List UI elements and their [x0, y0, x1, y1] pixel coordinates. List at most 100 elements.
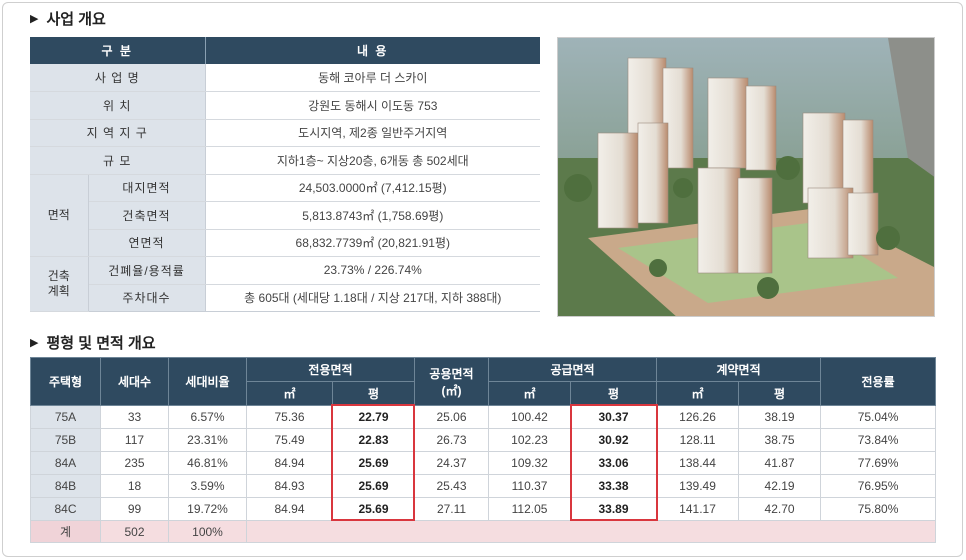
table-cell: 84B [30, 474, 101, 498]
header-common-line-2: (㎡) [441, 383, 462, 398]
header-exclusive-rate: 전용률 [820, 357, 937, 406]
table-cell: 30.37 [570, 405, 658, 429]
right-triangle-icon: ▶ [30, 13, 39, 25]
table-cell: 22.79 [331, 405, 416, 429]
header-units: 세대수 [100, 357, 169, 406]
table-cell: 22.83 [331, 428, 416, 452]
overview-header-content: 내 용 [205, 37, 541, 64]
table-cell: 109.32 [488, 451, 572, 475]
overview-label: 연면적 [88, 229, 206, 257]
table-cell: 75.36 [246, 405, 333, 429]
table-cell: 102.23 [488, 428, 572, 452]
table-cell: 141.17 [656, 497, 740, 521]
overview-value: 총 605대 (세대당 1.18대 / 지상 217대, 지하 388대) [205, 284, 541, 312]
total-ratio: 100% [168, 520, 247, 543]
overview-row: 사 업 명 동해 코아루 더 스카이 [30, 64, 541, 92]
overview-row: 건축면적 5,813.8743㎡ (1,758.69평) [30, 201, 541, 230]
table-cell: 41.87 [738, 451, 822, 475]
table-cell: 6.57% [168, 405, 247, 429]
table-cell: 75A [30, 405, 101, 429]
overview-row: 지 역 지 구 도시지역, 제2종 일반주거지역 [30, 119, 541, 147]
table-row: 84B 18 3.59% 84.93 25.69 25.43 110.37 33.38 139.… [30, 474, 937, 498]
table-cell: 126.26 [656, 405, 740, 429]
total-row: 계 502 100% [30, 520, 937, 543]
table-cell: 42.19 [738, 474, 822, 498]
table-cell: 24.37 [414, 451, 490, 475]
table-cell: 138.44 [656, 451, 740, 475]
table-cell: 139.49 [656, 474, 740, 498]
overview-label: 건축면적 [88, 201, 206, 230]
overview-section-title: ▶ 사업 개요 [30, 8, 106, 29]
area-header-row: 주택형 세대수 세대비율 전용면적 공용면적 (㎡) 공급면적 계약면적 전용률 [30, 357, 937, 406]
table-cell: 38.75 [738, 428, 822, 452]
table-cell: 112.05 [488, 497, 572, 521]
subheader-m2: ㎡ [246, 381, 333, 406]
overview-header-category: 구 분 [30, 37, 206, 64]
overview-value: 68,832.7739㎡ (20,821.91평) [205, 229, 541, 257]
overview-row: 위 치 강원도 동해시 이도동 753 [30, 91, 541, 120]
table-cell: 25.69 [331, 474, 416, 498]
header-contract-area: 계약면적 [656, 357, 822, 382]
table-cell: 3.59% [168, 474, 247, 498]
table-cell: 99 [100, 497, 169, 521]
header-supply-area: 공급면적 [488, 357, 658, 382]
table-cell: 25.43 [414, 474, 490, 498]
table-cell: 77.69% [820, 451, 937, 475]
table-cell: 84.94 [246, 451, 333, 475]
overview-row: 규 모 지하1층~ 지상20층, 6개동 총 502세대 [30, 146, 541, 175]
overview-title-text: 사업 개요 [46, 11, 106, 28]
table-cell: 84.94 [246, 497, 333, 521]
table-row: 84C 99 19.72% 84.94 25.69 27.11 112.05 33.89 141… [30, 497, 937, 521]
table-cell: 26.73 [414, 428, 490, 452]
total-label: 계 [30, 520, 101, 543]
right-triangle-icon: ▶ [30, 337, 39, 349]
area-section-title: ▶ 평형 및 면적 개요 [30, 332, 156, 353]
overview-value: 동해 코아루 더 스카이 [205, 64, 541, 92]
table-row: 84A 235 46.81% 84.94 25.69 24.37 109.32 33.06 13… [30, 451, 937, 475]
header-type: 주택형 [30, 357, 101, 406]
plan-group-line-1: 건축 [47, 269, 70, 283]
table-cell: 33 [100, 405, 169, 429]
table-cell: 42.70 [738, 497, 822, 521]
header-common-line-1: 공용면적 [429, 366, 474, 381]
table-cell: 27.11 [414, 497, 490, 521]
table-cell: 33.89 [570, 497, 658, 521]
area-group-label: 면적 [30, 174, 89, 257]
overview-value: 24,503.0000㎡ (7,412.15평) [205, 174, 541, 202]
subheader-pyeong: 평 [738, 381, 822, 406]
subheader-m2: ㎡ [656, 381, 740, 406]
table-cell: 25.69 [331, 497, 416, 521]
table-cell: 75.49 [246, 428, 333, 452]
overview-row: 연면적 68,832.7739㎡ (20,821.91평) [30, 229, 541, 257]
table-cell: 76.95% [820, 474, 937, 498]
overview-label: 건폐율/용적률 [88, 256, 206, 285]
subheader-m2: ㎡ [488, 381, 572, 406]
header-ratio: 세대비율 [168, 357, 247, 406]
unit-area-table: 주택형 세대수 세대비율 전용면적 공용면적 (㎡) 공급면적 계약면적 전용률… [30, 357, 937, 543]
overview-label: 사 업 명 [30, 64, 206, 92]
header-exclusive-area: 전용면적 [245, 357, 416, 382]
table-cell: 19.72% [168, 497, 247, 521]
plan-group-line-2: 계획 [47, 284, 70, 298]
table-cell: 73.84% [820, 428, 937, 452]
table-cell: 117 [100, 428, 169, 452]
overview-label: 대지면적 [88, 174, 206, 202]
table-cell: 38.19 [738, 405, 822, 429]
overview-value: 5,813.8743㎡ (1,758.69평) [205, 201, 541, 230]
header-common-area: 공용면적 (㎡) [414, 357, 490, 406]
table-cell: 30.92 [570, 428, 658, 452]
subheader-pyeong: 평 [331, 381, 416, 406]
table-cell: 84A [30, 451, 101, 475]
overview-row: 건축 계획 건폐율/용적률 23.73% / 226.74% [30, 256, 541, 312]
table-cell: 110.37 [488, 474, 572, 498]
subheader-pyeong: 평 [570, 381, 658, 406]
table-cell: 46.81% [168, 451, 247, 475]
area-title-text: 평형 및 면적 개요 [46, 335, 156, 352]
area-table-body: 75A 33 6.57% 75.36 22.79 25.06 100.42 30.37 126.… [30, 405, 937, 521]
overview-label: 지 역 지 구 [30, 119, 206, 147]
total-units: 502 [100, 520, 169, 543]
table-cell: 75.80% [820, 497, 937, 521]
project-overview-table: 구 분 내 용 사 업 명 동해 코아루 더 스카이 위 치 강원도 동해시 이… [30, 37, 541, 312]
overview-header-row: 구 분 내 용 [30, 37, 541, 64]
overview-label: 위 치 [30, 91, 206, 120]
